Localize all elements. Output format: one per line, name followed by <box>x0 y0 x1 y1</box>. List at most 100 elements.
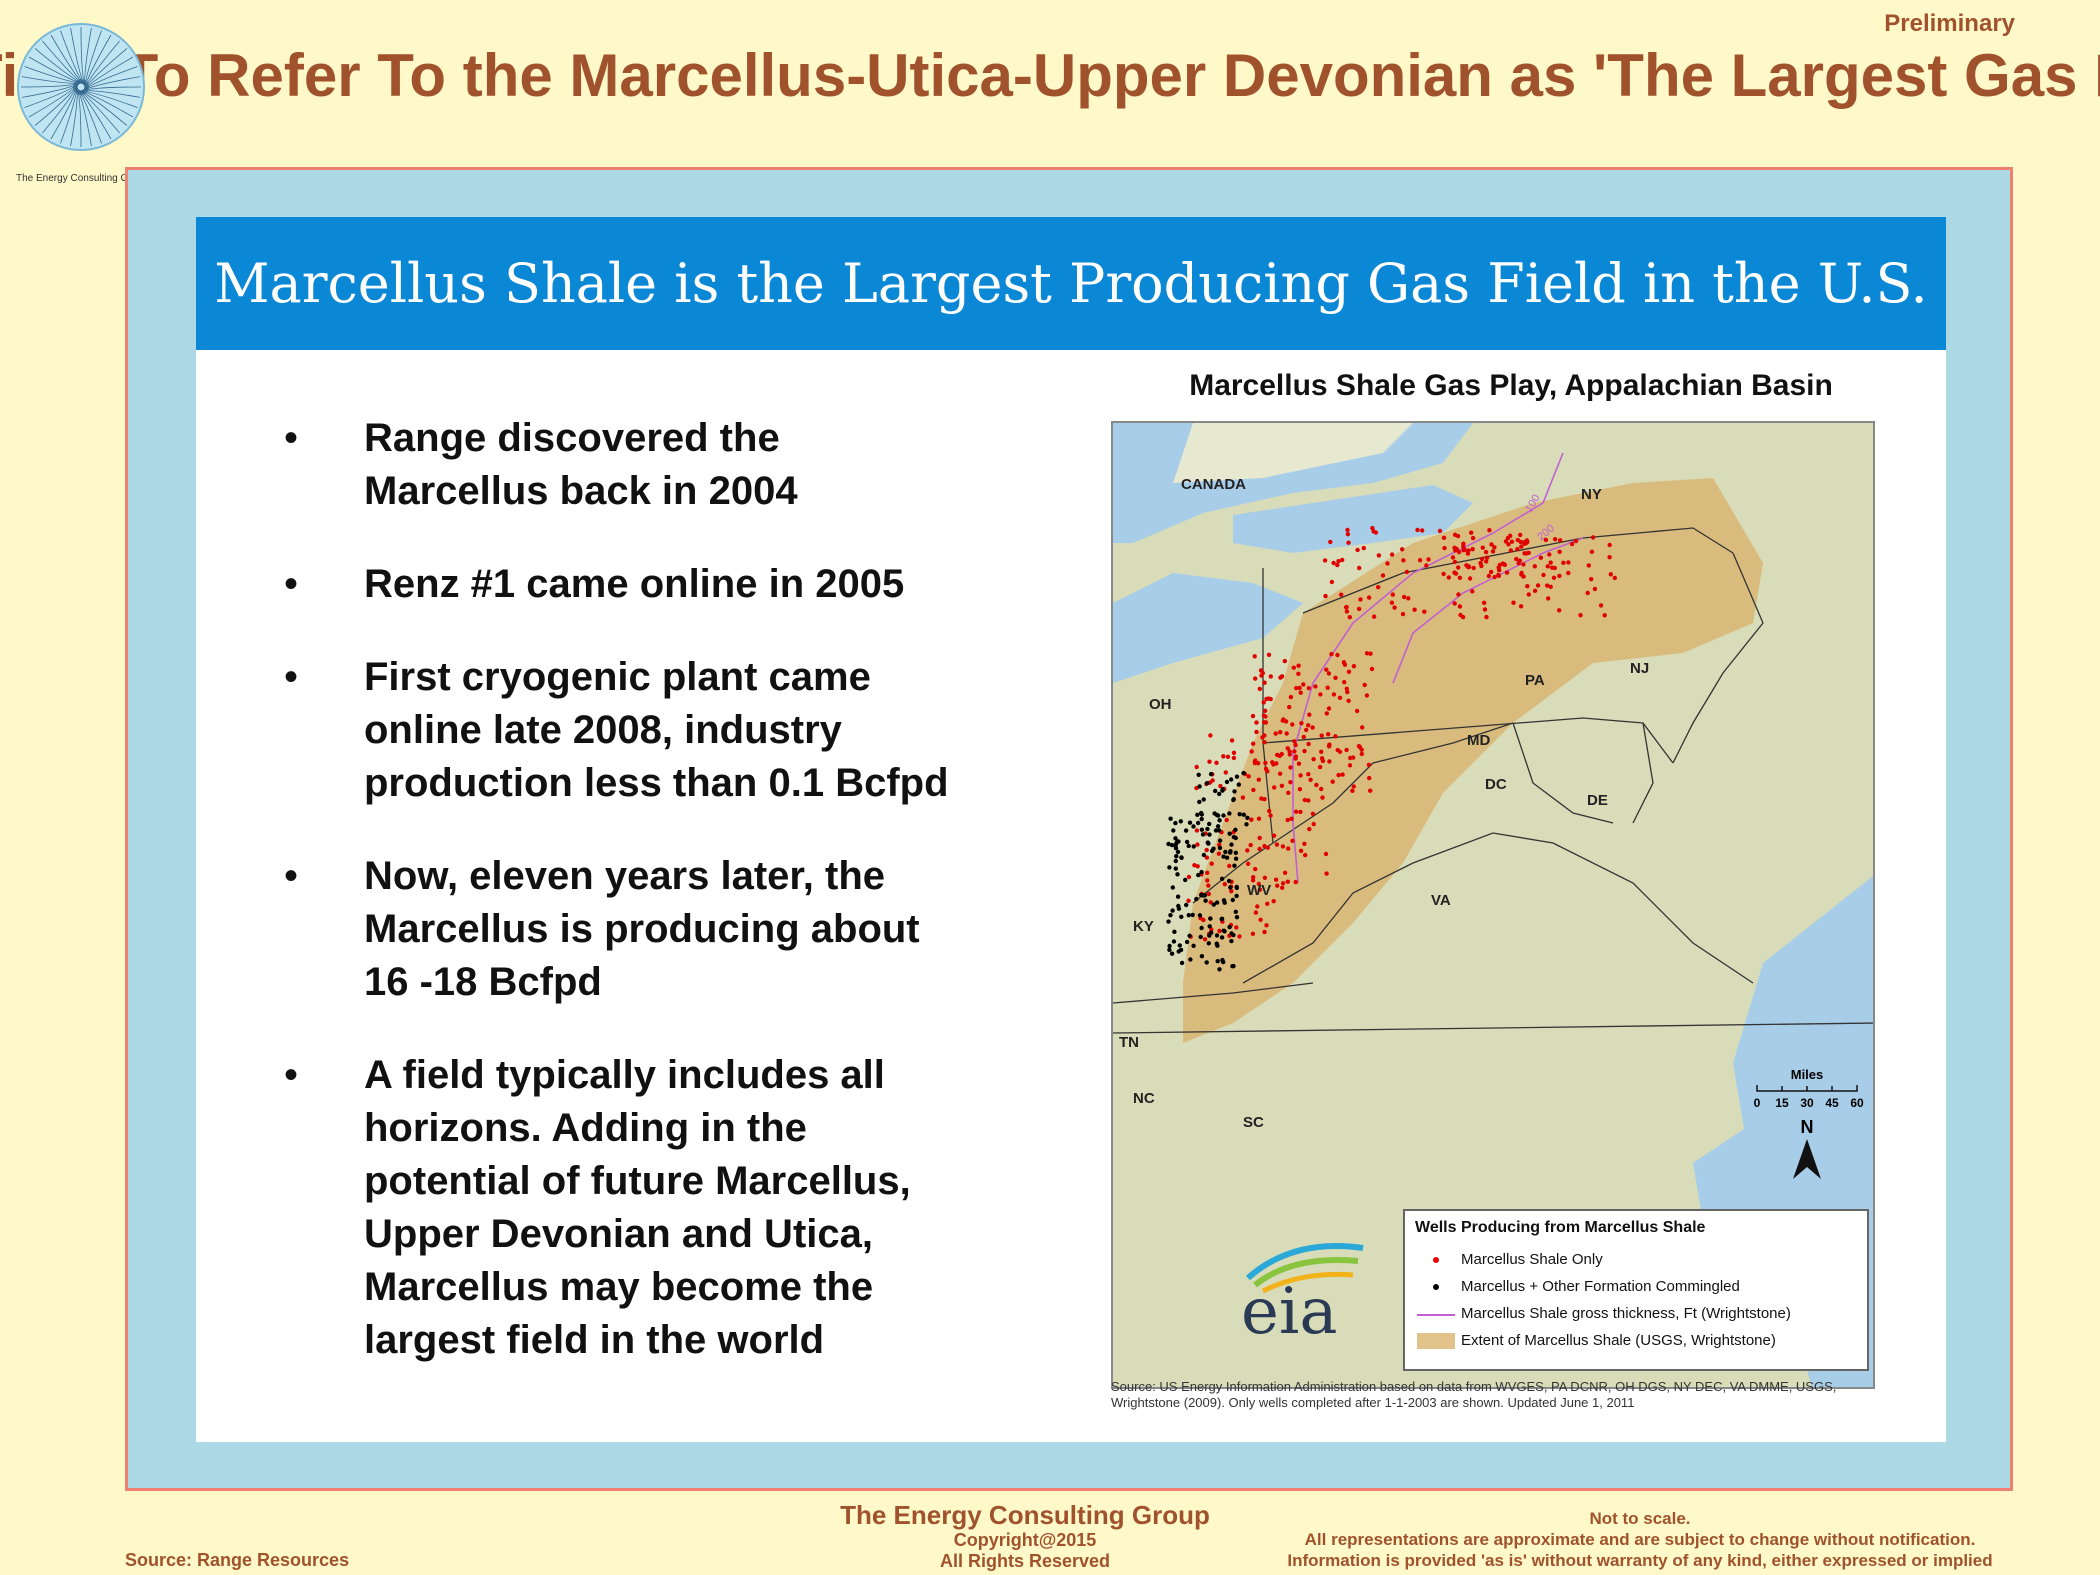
well-dot <box>1199 810 1204 816</box>
well-dot <box>1237 812 1242 817</box>
well-dot <box>1558 538 1563 543</box>
well-dot <box>1344 747 1349 753</box>
well-dot <box>1207 924 1212 929</box>
well-dot <box>1370 525 1375 531</box>
well-dot <box>1307 712 1312 717</box>
well-dot <box>1292 739 1297 744</box>
well-dot <box>1545 564 1550 569</box>
well-dot <box>1278 730 1283 735</box>
well-dot <box>1336 559 1341 564</box>
well-dot <box>1351 755 1356 760</box>
footer-disclaimer: Not to scale. All representations are ap… <box>1287 1509 1993 1570</box>
well-dot <box>1324 711 1329 716</box>
well-dot <box>1330 779 1335 784</box>
well-dot <box>1400 611 1406 617</box>
well-dot <box>1220 788 1225 793</box>
well-dot <box>1457 575 1463 580</box>
well-dot <box>1241 812 1246 817</box>
well-dot <box>1566 560 1571 565</box>
well-dot <box>1234 893 1239 899</box>
well-dot <box>1569 541 1575 547</box>
slide-title: Marcellus Shale is the Largest Producing… <box>196 217 1946 350</box>
label-dc: DC <box>1485 776 1507 793</box>
well-dot <box>1204 855 1210 860</box>
well-dot <box>1345 532 1351 537</box>
well-dot <box>1356 606 1362 612</box>
well-dot <box>1230 897 1235 903</box>
well-dot <box>1216 828 1222 833</box>
well-dot <box>1221 813 1226 818</box>
well-dot <box>1400 547 1405 552</box>
well-dot <box>1229 889 1234 894</box>
well-dot <box>1456 565 1461 570</box>
well-dot <box>1188 957 1193 962</box>
well-dot <box>1442 545 1447 551</box>
well-dot <box>1208 771 1214 777</box>
well-dot <box>1390 592 1395 597</box>
well-dot <box>1171 828 1176 833</box>
well-dot <box>1508 548 1514 553</box>
well-dot <box>1256 761 1261 766</box>
well-dot <box>1234 885 1240 891</box>
well-dot <box>1548 560 1553 565</box>
well-dot <box>1456 549 1462 555</box>
well-dot <box>1186 913 1191 918</box>
bullet-line: production less than 0.1 Bcfpd <box>364 761 949 805</box>
well-dot <box>1515 537 1520 543</box>
well-dot <box>1325 685 1330 690</box>
well-dot <box>1406 596 1411 601</box>
well-dot <box>1293 742 1298 748</box>
well-dot <box>1306 723 1311 728</box>
well-dot <box>1220 957 1225 963</box>
well-dot <box>1543 537 1549 543</box>
well-dot <box>1214 941 1219 946</box>
scale-tick-label: 15 <box>1775 1096 1789 1110</box>
bullet-line: potential of future Marcellus, <box>364 1159 911 1203</box>
well-dot <box>1216 851 1222 856</box>
well-dot <box>1470 535 1476 541</box>
well-dot <box>1214 812 1219 817</box>
well-dot <box>1214 933 1220 938</box>
well-dot <box>1467 576 1473 581</box>
well-dot <box>1535 583 1541 588</box>
well-dot <box>1346 698 1351 703</box>
well-dot <box>1271 899 1276 904</box>
well-dot <box>1250 713 1256 719</box>
well-dot <box>1171 939 1177 944</box>
well-dot <box>1311 757 1316 762</box>
well-dot <box>1169 951 1175 956</box>
well-dot <box>1525 584 1530 589</box>
marcellus-map: CANADA NY PA NJ OH MD DC DE WV VA KY TN … <box>1111 421 1875 1389</box>
well-dot <box>1515 547 1520 552</box>
label-sc: SC <box>1243 1114 1264 1131</box>
well-dot <box>1274 842 1280 847</box>
well-dot <box>1231 750 1237 755</box>
well-dot <box>1290 722 1295 727</box>
well-dot <box>1267 808 1272 814</box>
well-dot <box>1578 613 1583 618</box>
well-dot <box>1359 747 1364 752</box>
well-dot <box>1326 744 1332 749</box>
well-dot <box>1551 575 1557 580</box>
label-tn: TN <box>1119 1034 1139 1051</box>
well-dot <box>1222 882 1227 887</box>
well-dot <box>1205 878 1210 883</box>
well-dot <box>1204 781 1210 786</box>
well-dot <box>1175 849 1181 855</box>
well-dot <box>1221 854 1226 859</box>
bullet-line: Marcellus back in 2004 <box>364 469 798 513</box>
well-dot <box>1262 680 1267 685</box>
well-dot <box>1233 909 1238 914</box>
well-dot <box>1342 662 1348 667</box>
bullet-line: Renz #1 came online in 2005 <box>364 562 905 606</box>
well-dot <box>1197 913 1203 918</box>
well-dot <box>1195 842 1200 847</box>
well-dot <box>1199 925 1204 931</box>
well-dot <box>1342 680 1347 685</box>
well-dot <box>1176 839 1181 844</box>
well-dot <box>1526 592 1531 597</box>
well-dot <box>1452 532 1458 537</box>
label-va: VA <box>1431 892 1451 909</box>
well-dot <box>1302 748 1307 754</box>
bullet-item: • First cryogenic plant came online late 2… <box>284 651 1044 810</box>
